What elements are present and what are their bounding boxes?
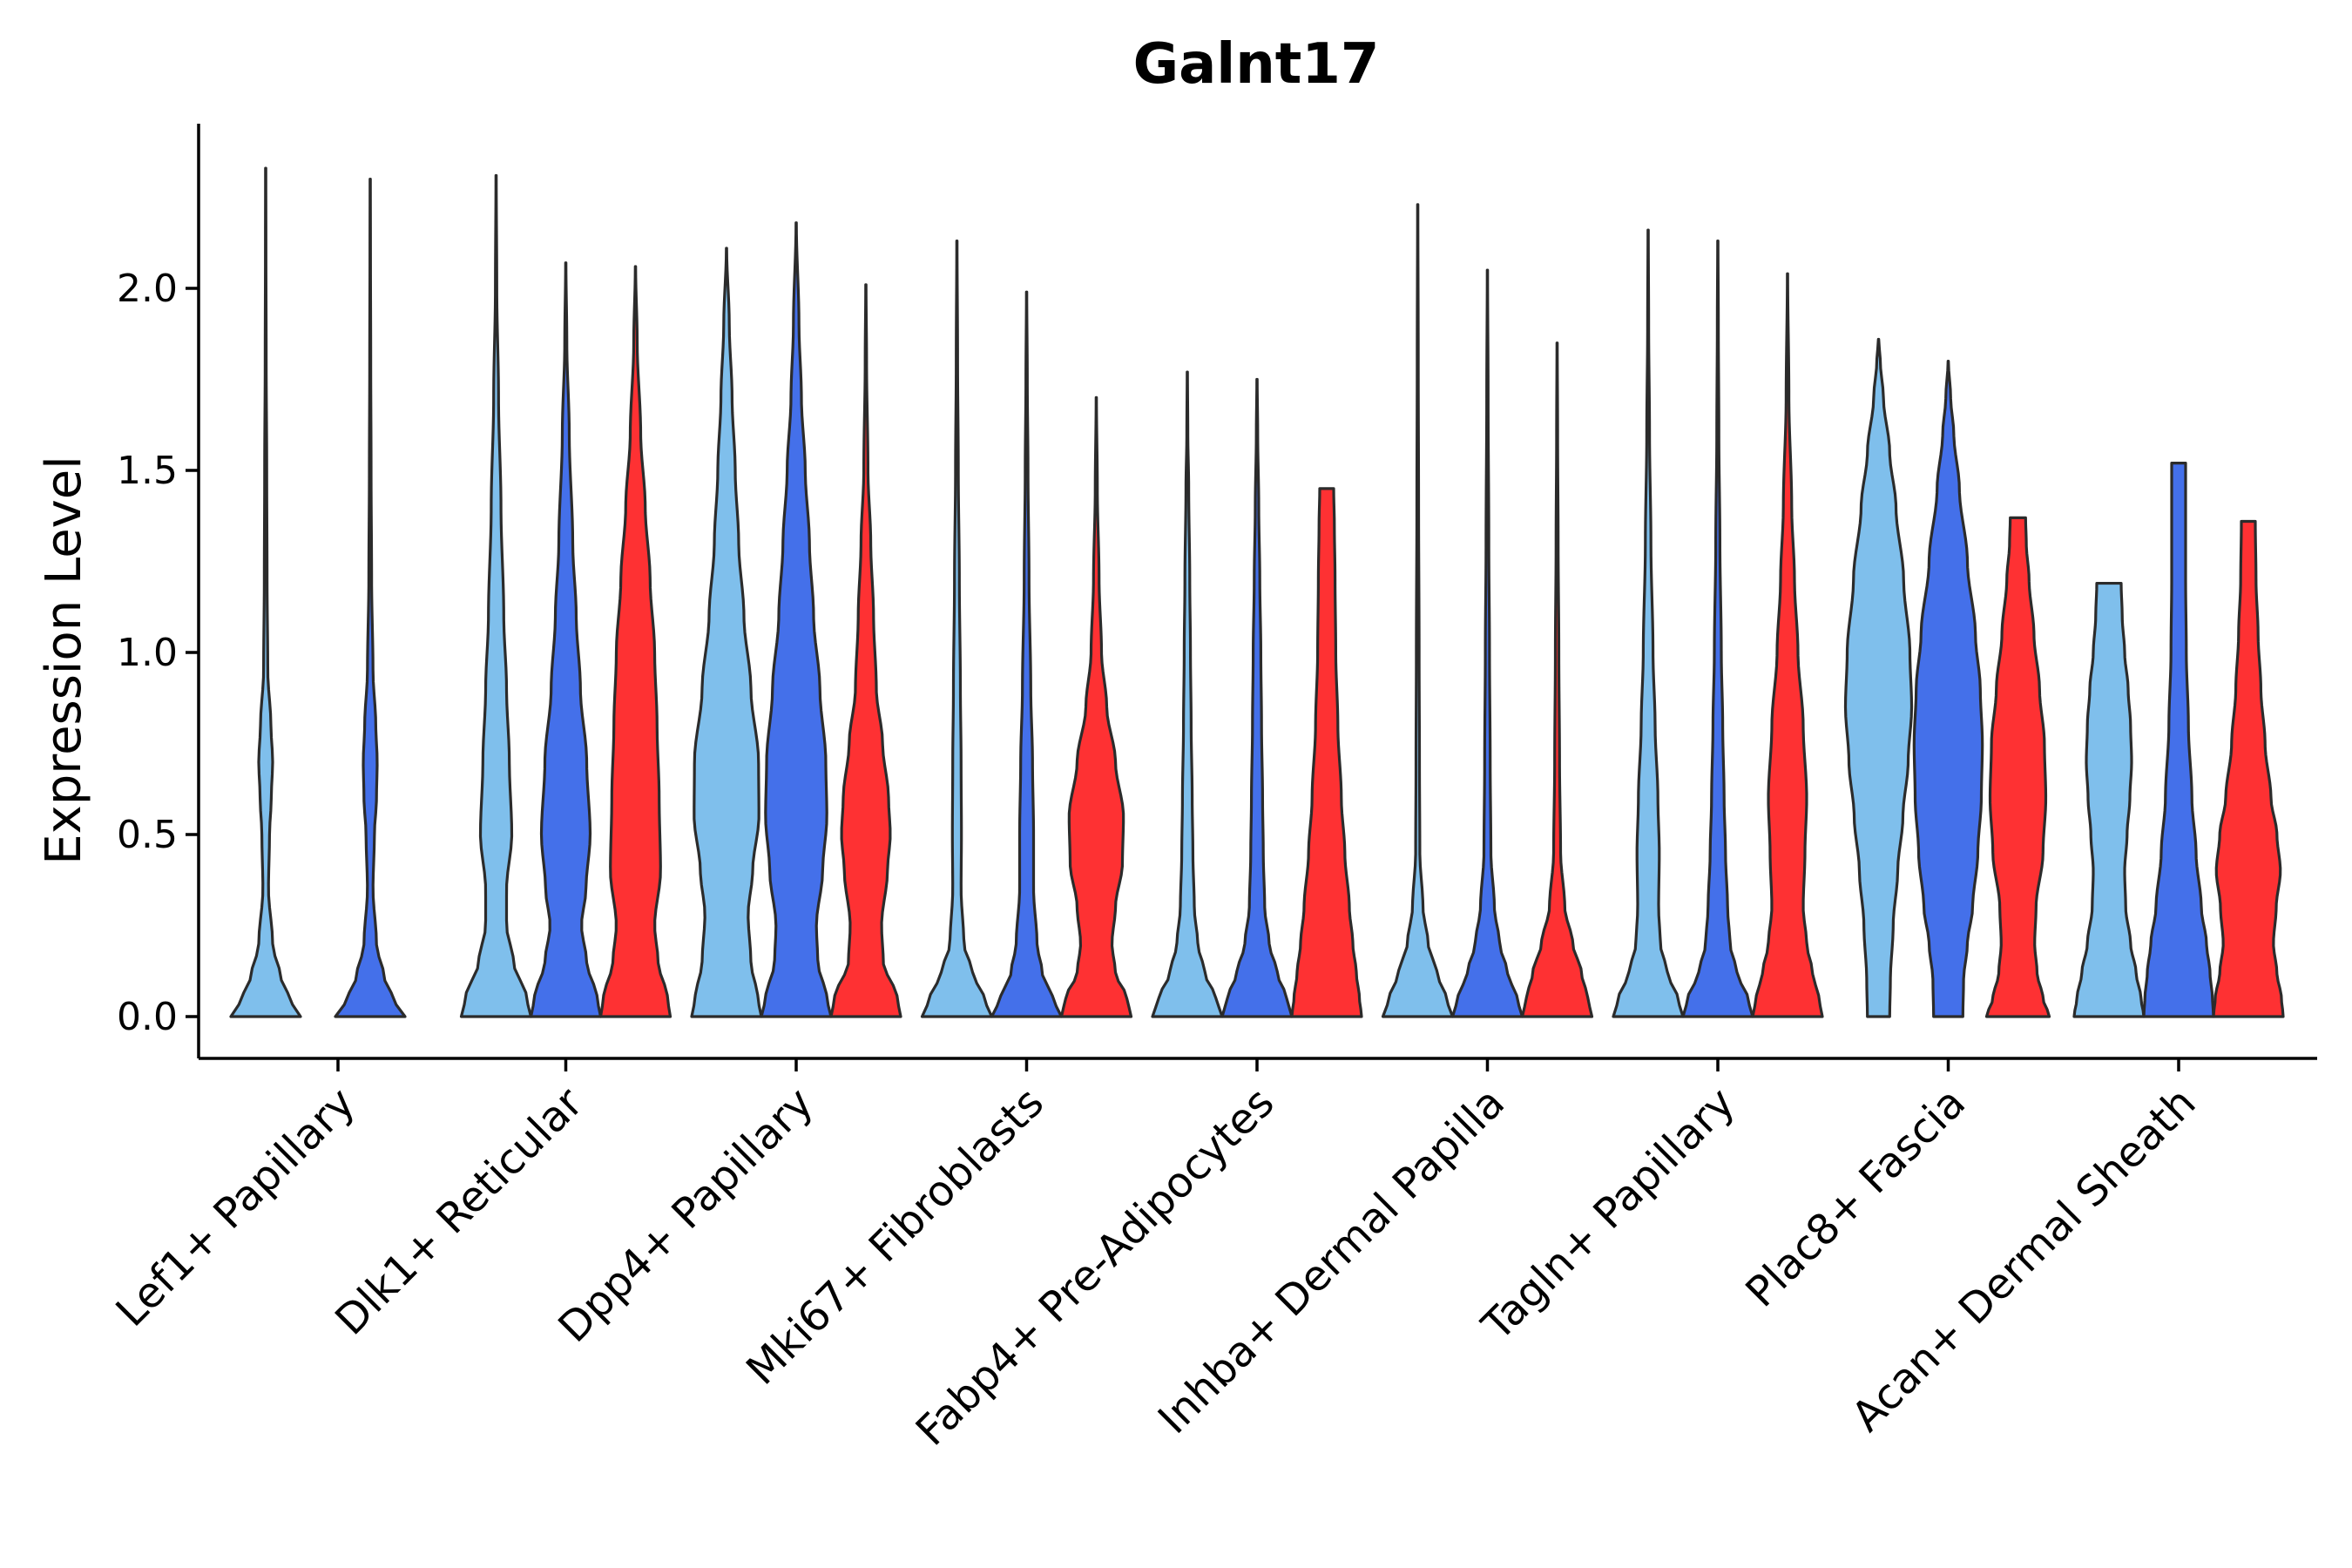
violin (990, 290, 1064, 1018)
violin (1681, 240, 1754, 1018)
violin (1984, 516, 2051, 1018)
x-tick-label: Dlk1+ Reticular (326, 1078, 592, 1345)
violin-group (229, 166, 407, 1018)
violin (1059, 395, 1133, 1018)
violin (2072, 581, 2146, 1018)
y-tick-label: 0.0 (117, 995, 178, 1039)
plot-area (229, 166, 2285, 1018)
x-tick-label: Plac8+ Fascia (1736, 1078, 1975, 1317)
violin-group (2072, 462, 2285, 1018)
violin (334, 178, 407, 1018)
violin-group (1151, 370, 1363, 1018)
y-tick-label: 1.5 (117, 449, 178, 493)
violin (229, 166, 302, 1018)
y-tick-label: 2.0 (117, 267, 178, 311)
violin-group (459, 173, 672, 1018)
violin (459, 173, 533, 1018)
x-tick-label: Lef1+ Papillary (107, 1078, 365, 1336)
violin-group (690, 221, 902, 1018)
violin (829, 283, 902, 1018)
violin (1151, 370, 1224, 1018)
violin (1612, 228, 1685, 1018)
violin-group (920, 240, 1133, 1018)
violin (1220, 377, 1294, 1018)
violin (1912, 360, 1984, 1018)
violin (760, 221, 833, 1018)
violin (1751, 272, 1824, 1018)
violin (1843, 337, 1914, 1018)
violin (1290, 487, 1363, 1018)
violin (1520, 341, 1594, 1018)
violin (598, 265, 672, 1018)
violin (690, 247, 763, 1018)
violin-group (1843, 337, 2051, 1018)
violin (1381, 203, 1455, 1018)
violin (1450, 268, 1524, 1018)
violin (2142, 462, 2215, 1018)
y-tick-label: 1.0 (117, 631, 178, 675)
y-axis-label: Expression Level (36, 456, 92, 865)
chart-title: Galnt17 (1133, 32, 1380, 97)
axes (186, 124, 2317, 1071)
violin (920, 240, 994, 1018)
violin (2212, 519, 2285, 1018)
violin-group (1381, 203, 1594, 1018)
x-tick-label: Dpp4+ Papillary (549, 1078, 822, 1352)
y-tick-label: 0.5 (117, 813, 178, 857)
x-tick-label: Tagln+ Papillary (1472, 1078, 1744, 1350)
violin (529, 261, 603, 1018)
violin-group (1612, 228, 1824, 1018)
